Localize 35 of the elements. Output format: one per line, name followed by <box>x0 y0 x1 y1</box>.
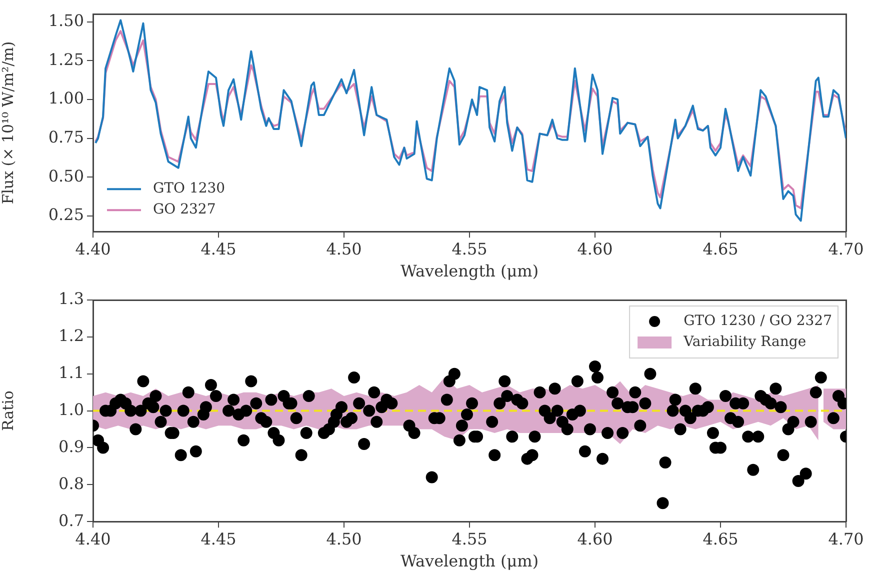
y-tick-label: 0.75 <box>48 128 84 146</box>
y-tick-label: 0.25 <box>48 205 84 224</box>
legend-label: Variability Range <box>682 334 806 350</box>
y-tick-label: 1.1 <box>58 363 84 382</box>
x-tick-label: 4.45 <box>200 529 236 548</box>
y-tick-label: 0.8 <box>58 474 84 493</box>
x-axis-title: Wavelength (μm) <box>400 552 539 571</box>
y-tick-label: 0.7 <box>58 510 84 530</box>
x-tick-label: 4.55 <box>452 239 488 258</box>
legend-label: GO 2327 <box>153 202 216 218</box>
x-tick-label: 4.45 <box>200 239 236 258</box>
y-tick-label: 1.3 <box>58 289 84 308</box>
y-axis-title: Ratio <box>0 390 17 432</box>
x-tick-label: 4.60 <box>577 529 613 548</box>
x-tick-label: 4.40 <box>75 239 111 258</box>
y-tick-label: 1.50 <box>48 10 84 30</box>
x-tick-label: 4.40 <box>75 529 111 548</box>
y-tick-label: 0.9 <box>58 436 84 456</box>
y-tick-label: 1.25 <box>48 50 84 69</box>
x-tick-label: 4.60 <box>577 239 613 258</box>
x-tick-label: 4.50 <box>326 239 362 258</box>
y-tick-label: 1.0 <box>58 400 84 419</box>
x-tick-label: 4.65 <box>702 239 738 258</box>
x-axis-title: Wavelength (μm) <box>400 262 539 281</box>
y-tick-label: 1.2 <box>58 326 84 346</box>
x-tick-label: 4.65 <box>702 529 738 548</box>
y-tick-label: 1.00 <box>48 88 84 108</box>
x-tick-label: 4.70 <box>828 239 864 258</box>
x-tick-label: 4.55 <box>452 529 488 548</box>
x-tick-label: 4.70 <box>828 529 864 548</box>
y-axis-title: Flux (× 10¹⁰ W/m²/m) <box>0 41 17 204</box>
x-tick-label: 4.50 <box>326 529 362 548</box>
y-tick-label: 0.50 <box>48 166 84 186</box>
legend-label: GTO 1230 <box>153 180 226 197</box>
legend-label: GTO 1230 / GO 2327 <box>684 313 832 330</box>
